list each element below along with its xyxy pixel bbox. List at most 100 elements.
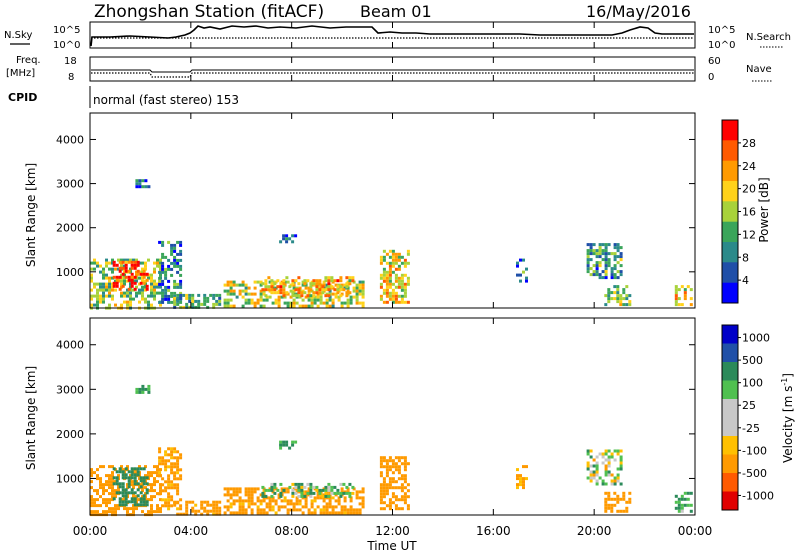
echo-cell <box>173 447 177 451</box>
echo-cell <box>628 491 632 495</box>
echo-cell <box>111 495 114 499</box>
echo-cell <box>164 459 168 463</box>
echo-cell <box>126 303 129 307</box>
echo-cell <box>397 300 401 304</box>
echo-cell <box>313 508 317 512</box>
echo-cell <box>343 283 347 287</box>
echo-cell <box>159 498 162 502</box>
echo-cell <box>218 500 222 504</box>
echo-cell <box>613 255 617 259</box>
echo-cell <box>286 490 290 494</box>
echo-cell <box>206 299 210 303</box>
echo-cell <box>403 501 407 505</box>
echo-cell <box>179 279 183 283</box>
echo-cell <box>273 491 277 495</box>
echo-cell <box>388 297 392 301</box>
echo-cell <box>348 482 352 486</box>
echo-cell <box>403 294 407 298</box>
echo-cell <box>158 279 162 283</box>
echo-cell <box>403 498 407 502</box>
echo-cell <box>519 279 522 283</box>
echo-cell <box>327 288 331 292</box>
echo-cell <box>394 285 398 289</box>
echo-cell <box>123 276 126 280</box>
x-tick-label: 20:00 <box>577 524 612 538</box>
echo-cell <box>145 482 149 486</box>
echo-cell <box>259 283 263 287</box>
echo-cell <box>259 289 263 293</box>
echo-cell <box>93 294 96 298</box>
echo-cell <box>191 509 195 513</box>
echo-cell <box>352 295 356 299</box>
colorbar-swatch <box>722 380 738 400</box>
echo-cell <box>592 473 596 477</box>
echo-cell <box>300 482 304 486</box>
echo-cell <box>93 285 96 289</box>
echo-cell <box>595 252 599 256</box>
echo-cell <box>90 504 93 508</box>
echo-cell <box>256 496 260 500</box>
echo-cell <box>133 482 137 486</box>
echo-cell <box>289 295 293 299</box>
echo-cell <box>238 505 242 509</box>
echo-cell <box>226 493 230 497</box>
echo-cell <box>115 479 119 483</box>
echo-cell <box>403 258 407 262</box>
echo-cell <box>194 512 198 516</box>
echo-cell <box>379 459 383 463</box>
echo-cell <box>318 282 322 286</box>
echo-cell <box>406 279 410 283</box>
echo-cell <box>156 291 159 295</box>
echo-cell <box>321 285 325 289</box>
echo-cell <box>391 462 395 466</box>
echo-cell <box>135 179 139 183</box>
echo-cell <box>303 279 307 283</box>
echo-cell <box>105 264 108 268</box>
echo-cell <box>310 511 314 515</box>
echo-cell <box>273 288 277 292</box>
echo-cell <box>185 506 189 510</box>
echo-cell <box>674 494 678 498</box>
echo-cell <box>361 292 365 296</box>
echo-cell <box>108 276 111 280</box>
echo-cell <box>586 264 590 268</box>
echo-cell <box>170 291 174 295</box>
echo-cell <box>406 507 410 511</box>
echo-cell <box>164 270 168 274</box>
echo-cell <box>288 285 292 289</box>
echo-cell <box>232 493 236 497</box>
echo-cell <box>244 286 248 290</box>
echo-cell <box>304 295 308 299</box>
echo-cell <box>164 489 168 493</box>
echo-cell <box>176 293 180 297</box>
echo-cell <box>313 496 317 500</box>
echo-cell <box>400 294 404 298</box>
echo-cell <box>232 280 236 284</box>
echo-cell <box>90 471 93 475</box>
echo-cell <box>309 494 313 498</box>
echo-cell <box>185 512 189 516</box>
echo-cell <box>150 285 153 289</box>
echo-cell <box>613 273 617 277</box>
echo-cell <box>141 489 144 493</box>
echo-cell <box>108 501 111 505</box>
echo-cell <box>274 499 278 503</box>
echo-cell <box>176 489 180 493</box>
echo-cell <box>261 282 265 286</box>
echo-cell <box>124 467 128 471</box>
echo-cell <box>592 252 596 256</box>
echo-cell <box>117 507 120 511</box>
echo-cell <box>622 497 626 501</box>
echo-cell <box>321 288 325 292</box>
echo-cell <box>259 499 263 503</box>
echo-cell <box>129 303 132 307</box>
echo-cell <box>176 465 180 469</box>
echo-cell <box>96 474 99 478</box>
echo-cell <box>144 297 147 301</box>
echo-cell <box>388 261 392 265</box>
echo-cell <box>379 456 383 460</box>
echo-cell <box>238 499 242 503</box>
echo-cell <box>135 279 138 283</box>
echo-cell <box>141 185 145 189</box>
echo-cell <box>391 270 395 274</box>
